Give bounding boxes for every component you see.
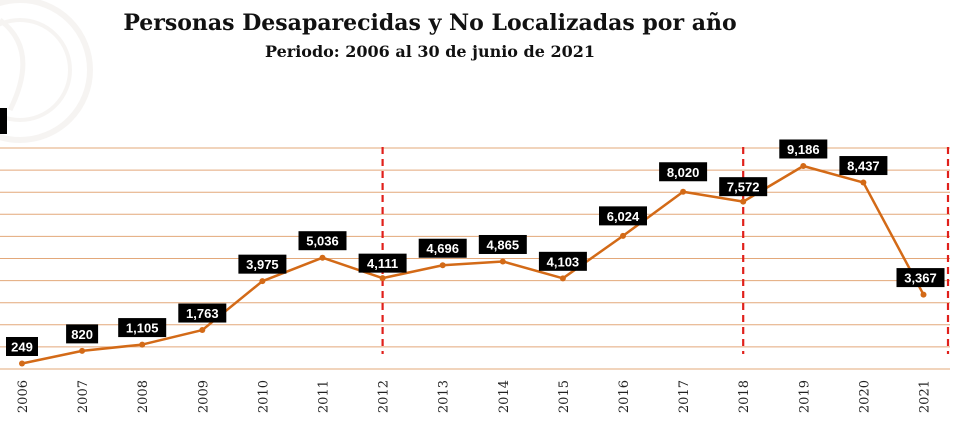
- x-tick-label: 2007: [76, 380, 91, 413]
- data-point: [800, 162, 807, 169]
- data-point: [559, 275, 566, 282]
- x-tick-label: 2011: [317, 380, 332, 413]
- data-label: 3,367: [896, 268, 945, 288]
- x-tick-label: 2015: [557, 380, 572, 413]
- data-label: 4,111: [358, 253, 407, 273]
- data-points: [19, 162, 927, 367]
- data-label-text: 3,367: [904, 271, 937, 286]
- data-label: 4,103: [538, 251, 587, 271]
- data-label: 3,975: [238, 254, 287, 274]
- left-marker-bar: [0, 108, 7, 134]
- data-point: [319, 254, 326, 261]
- data-point: [379, 275, 386, 282]
- data-point: [680, 188, 687, 195]
- data-point: [620, 232, 626, 239]
- data-point: [920, 291, 927, 298]
- data-label: 9,186: [779, 139, 828, 159]
- data-label-box: [839, 156, 888, 176]
- data-label-text: 6,024: [607, 209, 640, 224]
- x-tick-label: 2014: [497, 380, 512, 413]
- data-label: 7,572: [719, 177, 768, 197]
- data-point: [259, 278, 266, 285]
- x-tick-label: 2008: [136, 380, 151, 413]
- data-label-text: 7,572: [727, 180, 760, 195]
- data-label-text: 8,020: [667, 165, 700, 180]
- data-label-text: 3,975: [246, 257, 279, 272]
- data-label: 820: [66, 324, 99, 344]
- watermark-seal: [0, 0, 93, 143]
- x-axis-ticks: 2006 2007 2008 2009 2010 2011 2012 2013 2014 2015…: [16, 380, 933, 413]
- data-point: [199, 327, 206, 334]
- data-label-box: [298, 231, 347, 251]
- data-point: [19, 360, 25, 367]
- data-label-box: [418, 238, 467, 258]
- data-label: 1,105: [118, 318, 167, 338]
- data-point: [499, 258, 506, 265]
- data-label-text: 4,696: [426, 241, 459, 256]
- series-polyline: [21, 164, 925, 365]
- data-point: [139, 341, 146, 348]
- data-label-box: [659, 162, 708, 182]
- x-tick-label: 2019: [797, 380, 812, 413]
- data-label-box: [896, 268, 945, 288]
- data-label: 4,696: [418, 238, 467, 258]
- data-label: 5,036: [298, 231, 347, 251]
- x-tick-label: 2021: [918, 380, 933, 413]
- data-label-box: [358, 253, 407, 273]
- period-dividers: [381, 147, 950, 354]
- x-tick-label: 2016: [617, 380, 632, 413]
- data-label-text: 4,111: [367, 256, 398, 271]
- data-label-text: 820: [71, 327, 93, 342]
- data-label: 249: [6, 336, 38, 356]
- series-line: [21, 164, 925, 365]
- x-tick-label: 2006: [16, 380, 31, 413]
- data-label-box: [719, 177, 768, 197]
- data-point: [860, 179, 867, 186]
- gridlines: [0, 147, 950, 370]
- data-label: 8,437: [839, 156, 888, 176]
- data-label-box: [779, 139, 828, 159]
- data-label-text: 1,763: [186, 306, 219, 321]
- data-label-box: [238, 254, 287, 274]
- data-label-text: 4,865: [487, 237, 520, 252]
- x-tick-label: 2013: [437, 380, 452, 413]
- x-tick-label: 2017: [677, 380, 692, 413]
- data-label-box: [118, 318, 167, 338]
- data-point: [740, 198, 747, 205]
- data-label: 8,020: [659, 162, 708, 182]
- x-tick-label: 2018: [737, 380, 752, 413]
- data-label-text: 5,036: [306, 234, 339, 249]
- data-label-box: [6, 336, 38, 356]
- data-label: 6,024: [599, 206, 647, 226]
- data-label-text: 8,437: [847, 159, 880, 174]
- data-point: [79, 347, 86, 354]
- data-label-box: [538, 251, 587, 271]
- data-label: 1,763: [178, 303, 227, 323]
- data-label: 4,865: [478, 234, 527, 254]
- data-label-box: [478, 234, 527, 254]
- data-label-box: [66, 324, 99, 344]
- data-label-text: 1,105: [126, 321, 159, 336]
- data-label-text: 9,186: [787, 142, 820, 157]
- data-labels: 249 820 1,105 1,763 3,975 5,036 4,111 4,696 4,86…: [6, 139, 945, 356]
- chart-title: Personas Desaparecidas y No Localizadas …: [123, 10, 737, 36]
- data-label-box: [178, 303, 227, 323]
- data-label-text: 4,103: [547, 254, 580, 269]
- data-label-box: [599, 206, 647, 226]
- chart-subtitle: Periodo: 2006 al 30 de junio de 2021: [264, 42, 596, 61]
- x-tick-label: 2020: [857, 380, 872, 413]
- x-tick-label: 2012: [377, 380, 392, 413]
- x-tick-label: 2009: [196, 380, 211, 413]
- data-point: [439, 262, 446, 269]
- data-label-text: 249: [11, 339, 33, 354]
- x-tick-label: 2010: [256, 380, 271, 413]
